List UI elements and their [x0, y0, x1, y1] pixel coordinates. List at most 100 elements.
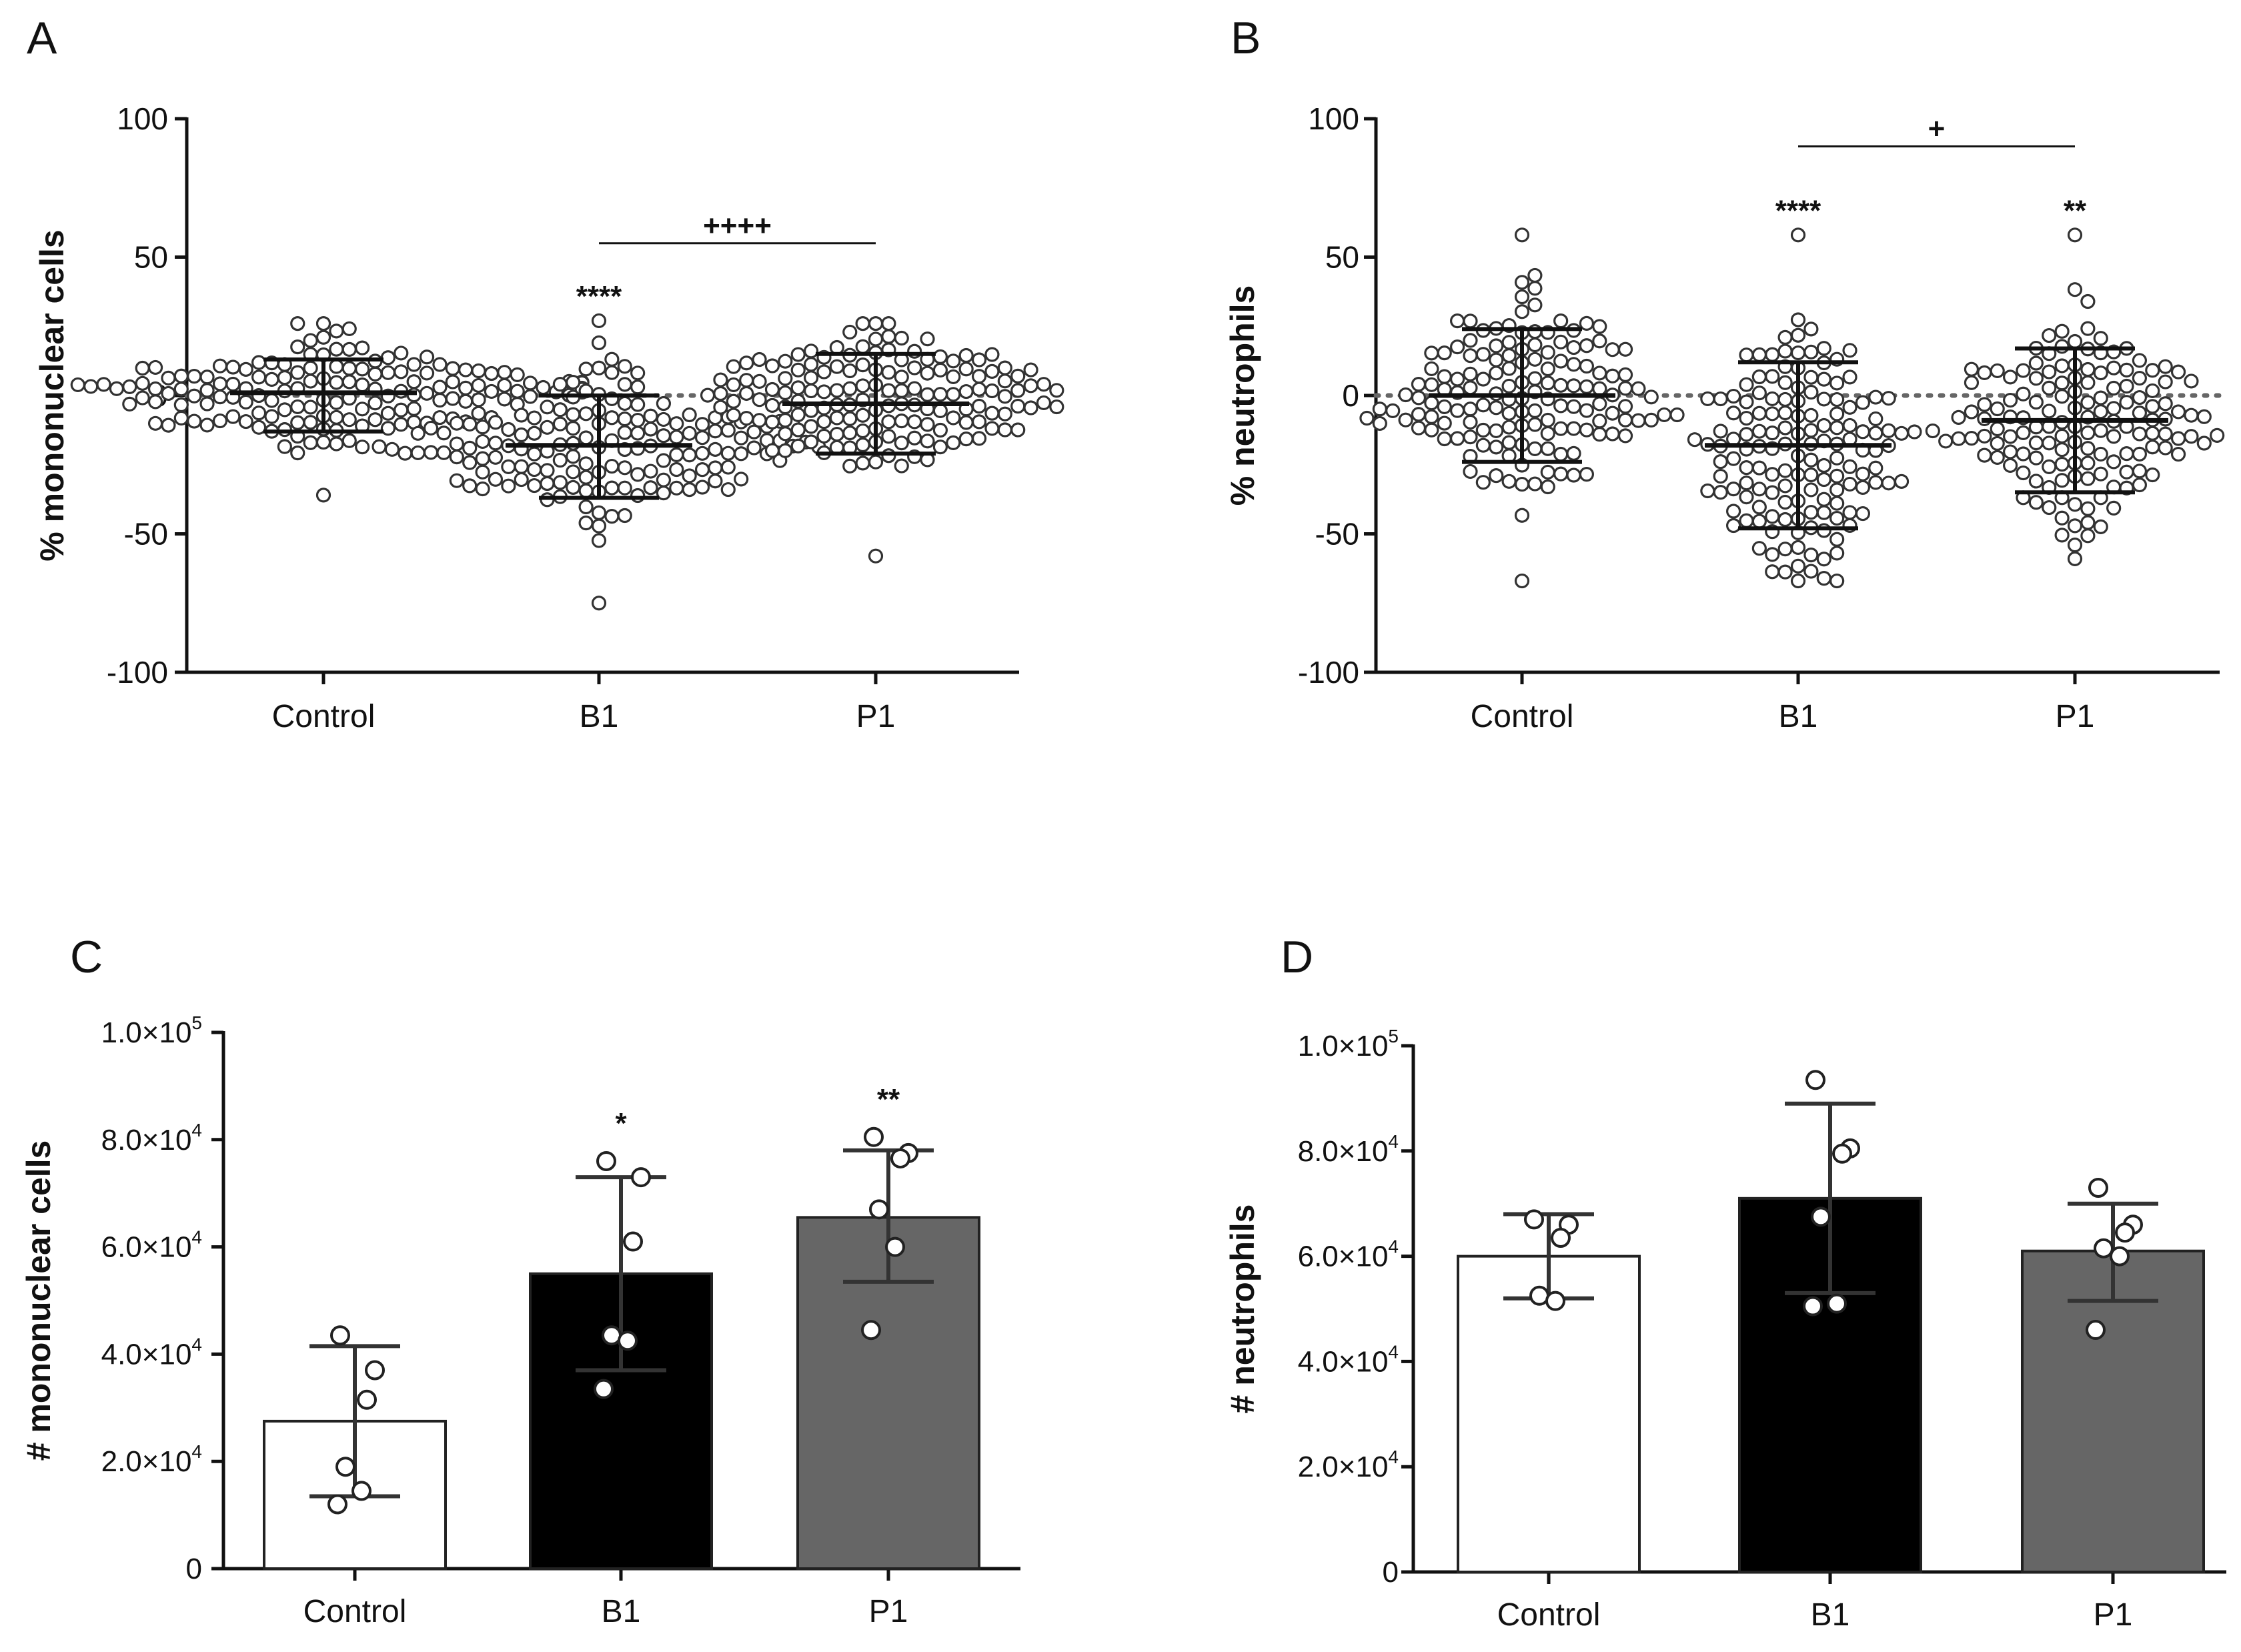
data-point	[2196, 436, 2212, 451]
data-point	[2132, 353, 2147, 368]
data-point	[694, 430, 710, 446]
data-point	[708, 460, 723, 476]
data-point	[423, 445, 439, 460]
data-point	[384, 442, 400, 457]
data-point	[591, 335, 607, 351]
data-point	[1964, 431, 1980, 446]
data-point	[932, 387, 948, 402]
y-tick-label: 8.0×104	[1298, 1131, 1399, 1168]
data-point	[212, 413, 228, 429]
data-point	[2028, 394, 2044, 410]
data-point	[264, 371, 279, 387]
data-point	[1450, 371, 1465, 387]
data-point	[1713, 485, 1728, 500]
data-point	[522, 375, 538, 391]
data-point	[997, 373, 1012, 389]
data-point	[694, 480, 710, 495]
data-point	[946, 410, 961, 426]
data-point	[656, 411, 672, 428]
data-point	[432, 379, 448, 395]
data-point	[1566, 357, 1581, 372]
data-point	[1049, 383, 1064, 398]
x-tick-label: B1	[1811, 1597, 1850, 1633]
data-point	[1765, 485, 1780, 500]
data-point	[2210, 428, 2225, 443]
data-point	[251, 369, 267, 385]
data-point	[264, 409, 279, 424]
data-point	[238, 361, 253, 377]
data-point	[2094, 1238, 2114, 1259]
data-point	[1829, 391, 1845, 407]
data-point	[708, 474, 723, 489]
y-tick-label: 4.0×104	[101, 1334, 202, 1371]
data-point	[329, 395, 344, 410]
data-point	[617, 480, 632, 496]
data-point	[894, 369, 909, 385]
data-point	[855, 456, 870, 471]
data-point	[907, 360, 922, 375]
data-point	[643, 464, 658, 479]
data-point	[1881, 391, 1896, 406]
y-tick-exponent: 5	[191, 1012, 202, 1033]
data-point	[1527, 281, 1543, 296]
data-point	[341, 433, 357, 448]
data-point	[566, 421, 581, 436]
data-point	[1739, 460, 1754, 476]
data-point	[2003, 429, 2018, 444]
data-point	[484, 365, 500, 381]
data-point	[984, 421, 1000, 436]
data-point	[790, 438, 806, 454]
data-point	[1805, 1070, 1825, 1090]
data-point	[83, 379, 99, 394]
data-point	[303, 399, 318, 415]
data-point	[1829, 450, 1845, 466]
data-point	[1385, 403, 1401, 418]
axes: 100 50 0 -50 -100 Control B1 P1 % neutrophils	[1224, 101, 2220, 734]
data-point	[1489, 440, 1504, 455]
panel-letter: B	[1231, 13, 1261, 63]
data-point	[1829, 546, 1845, 561]
data-point	[199, 396, 215, 411]
data-point	[1739, 394, 1754, 409]
data-point	[1855, 395, 1870, 410]
data-point	[630, 488, 646, 504]
data-point	[596, 1150, 616, 1171]
data-point	[881, 316, 896, 331]
data-point	[2080, 361, 2096, 377]
data-point	[1726, 405, 1741, 421]
data-point	[1777, 478, 1793, 494]
data-point	[1951, 431, 1966, 446]
data-point	[303, 415, 318, 430]
data-point	[1842, 369, 1857, 385]
data-point	[1514, 289, 1530, 305]
data-point	[1010, 368, 1026, 383]
y-tick-label: 0	[186, 1553, 202, 1585]
y-tick-mantissa: 6.0×10	[101, 1231, 192, 1264]
data-point	[1816, 371, 1831, 387]
data-point	[2042, 436, 2057, 451]
data-point	[488, 472, 504, 487]
data-point	[2106, 360, 2122, 375]
data-point	[1540, 375, 1555, 391]
series-b1: *	[529, 1107, 713, 1571]
data-point	[225, 376, 241, 392]
series-control	[1359, 227, 1685, 589]
series-b1: ****	[1687, 194, 1922, 589]
data-point	[2067, 333, 2083, 349]
data-point	[1907, 424, 1922, 440]
y-tick-label: 1.0×105	[101, 1012, 202, 1049]
data-point	[1700, 483, 1715, 499]
data-point	[355, 440, 370, 455]
data-point	[449, 436, 464, 452]
data-point	[726, 359, 741, 374]
data-point	[2088, 1178, 2108, 1198]
data-point	[713, 385, 728, 401]
data-point	[1842, 399, 1857, 415]
data-point	[475, 481, 490, 497]
data-point	[1726, 518, 1741, 534]
data-point	[1553, 353, 1569, 369]
data-point	[510, 383, 525, 399]
data-point	[1023, 378, 1038, 393]
data-point	[2028, 495, 2044, 510]
data-point	[1475, 397, 1491, 413]
